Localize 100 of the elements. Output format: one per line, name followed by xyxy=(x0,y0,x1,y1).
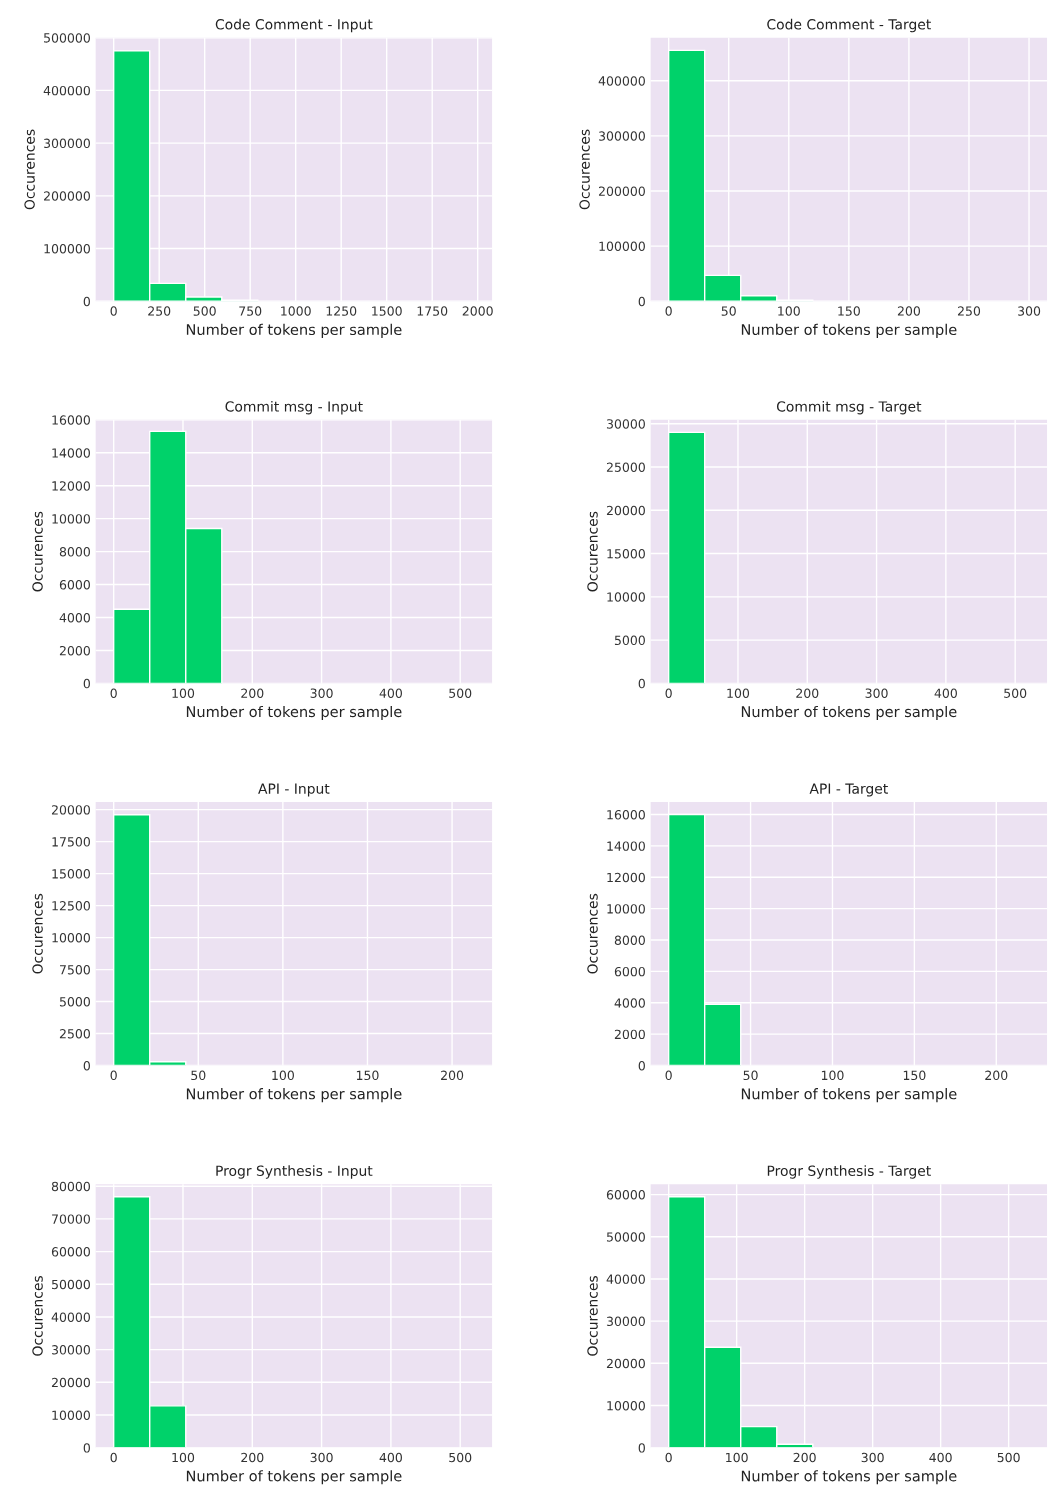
y-tick-label: 14000 xyxy=(607,841,645,851)
y-tick-label: 5000 xyxy=(59,997,90,1007)
y-tick-label: 60000 xyxy=(606,1190,645,1200)
x-tick-label: 300 xyxy=(1018,306,1041,316)
y-tick-label: 15000 xyxy=(607,549,645,559)
y-tick-label: 17500 xyxy=(52,837,90,847)
y-tick-label: 200000 xyxy=(598,186,645,196)
x-tick-label: 250 xyxy=(148,306,171,316)
y-tick-label: 20000 xyxy=(51,1377,90,1388)
y-tick-label: 5000 xyxy=(614,635,645,646)
x-tick-label: 1250 xyxy=(326,306,357,316)
y-tick-label: 10000 xyxy=(52,1410,90,1420)
x-tick-label: 50 xyxy=(191,1070,206,1081)
x-tick-label: 300 xyxy=(310,1452,333,1463)
y-tick-label: 40000 xyxy=(51,1312,90,1322)
y-tick-label: 0 xyxy=(638,296,645,307)
x-axis-title: Number of tokens per sample xyxy=(741,1088,957,1103)
y-tick-label: 100000 xyxy=(599,241,645,252)
x-tick-label: 400 xyxy=(934,688,957,698)
y-tick-label: 10000 xyxy=(607,1400,645,1411)
y-tick-label: 400000 xyxy=(43,85,90,96)
x-tick-label: 400 xyxy=(379,1452,402,1463)
x-tick-label: 100 xyxy=(821,1070,844,1081)
x-tick-label: 100 xyxy=(727,688,750,698)
y-tick-label: 16000 xyxy=(607,810,645,820)
y-tick-label: 0 xyxy=(638,1061,645,1071)
y-tick-label: 2500 xyxy=(59,1029,90,1039)
y-tick-label: 70000 xyxy=(52,1214,90,1224)
x-axis-title: Number of tokens per sample xyxy=(741,705,957,721)
y-tick-label: 200000 xyxy=(44,191,90,201)
x-tick-label: 300 xyxy=(310,688,333,698)
x-tick-label: 200 xyxy=(793,1452,816,1463)
x-tick-label: 200 xyxy=(796,688,819,698)
chart-title: Commit msg - Target xyxy=(776,400,922,415)
y-tick-label: 4000 xyxy=(614,998,645,1008)
y-axis-title: Occurences xyxy=(579,129,590,210)
x-tick-label: 0 xyxy=(110,306,117,316)
x-tick-label: 250 xyxy=(957,306,981,316)
x-axis-title: Number of tokens per sample xyxy=(186,1088,402,1103)
y-axis-title: Occurences xyxy=(587,1276,598,1356)
x-tick-label: 300 xyxy=(861,1452,884,1463)
y-tick-label: 8000 xyxy=(59,547,90,557)
y-tick-label: 300000 xyxy=(599,131,645,141)
chart-title: Progr Synthesis - Target xyxy=(767,1165,931,1179)
y-tick-label: 12500 xyxy=(52,901,90,911)
y-tick-label: 6000 xyxy=(614,966,645,977)
y-tick-label: 6000 xyxy=(59,580,90,590)
y-tick-label: 12000 xyxy=(607,872,645,883)
y-tick-label: 20000 xyxy=(606,505,645,516)
y-tick-label: 8000 xyxy=(614,935,645,945)
y-axis-title: Occurences xyxy=(32,893,43,974)
y-tick-label: 2000 xyxy=(614,1029,645,1040)
y-tick-label: 0 xyxy=(638,1443,645,1453)
x-axis-title: Number of tokens per sample xyxy=(741,323,957,338)
y-tick-label: 400000 xyxy=(598,76,645,86)
x-tick-label: 0 xyxy=(665,1070,672,1081)
chart-title: Commit msg - Input xyxy=(225,400,363,415)
x-axis-title: Number of tokens per sample xyxy=(741,1470,957,1485)
y-tick-label: 80000 xyxy=(51,1181,90,1192)
chart-title: API - Input xyxy=(258,783,330,797)
y-tick-label: 15000 xyxy=(52,869,90,879)
y-tick-label: 30000 xyxy=(606,1316,645,1327)
y-axis-title: Occurences xyxy=(32,1276,43,1356)
y-tick-label: 30000 xyxy=(52,1345,90,1355)
x-tick-label: 50 xyxy=(743,1070,758,1081)
x-tick-label: 500 xyxy=(1004,688,1027,698)
x-tick-label: 150 xyxy=(903,1070,926,1081)
y-tick-label: 100000 xyxy=(44,244,90,254)
x-tick-label: 200 xyxy=(241,1452,264,1463)
x-tick-label: 1000 xyxy=(281,306,311,316)
x-tick-label: 300 xyxy=(865,688,888,698)
x-axis-title: Number of tokens per sample xyxy=(186,1470,402,1485)
x-tick-label: 100 xyxy=(172,688,195,698)
y-tick-label: 10000 xyxy=(52,933,90,943)
y-tick-label: 12000 xyxy=(52,481,90,491)
x-tick-label: 150 xyxy=(356,1070,379,1081)
x-tick-label: 200 xyxy=(985,1070,1008,1081)
x-tick-label: 100 xyxy=(272,1070,294,1081)
y-axis-title: Occurences xyxy=(587,893,598,974)
x-tick-label: 50 xyxy=(721,306,736,316)
x-tick-label: 500 xyxy=(449,688,472,698)
y-tick-label: 14000 xyxy=(52,448,90,458)
x-tick-label: 750 xyxy=(239,306,262,316)
x-tick-label: 500 xyxy=(997,1452,1020,1463)
x-tick-label: 500 xyxy=(193,306,216,316)
chart-title: Code Comment - Target xyxy=(767,18,931,33)
y-axis-title: Occurences xyxy=(24,129,35,210)
x-tick-label: 0 xyxy=(665,306,672,316)
x-tick-label: 150 xyxy=(838,306,860,316)
y-tick-label: 300000 xyxy=(44,138,90,149)
y-tick-label: 0 xyxy=(83,678,90,689)
y-tick-label: 2000 xyxy=(59,645,90,656)
x-tick-label: 500 xyxy=(449,1452,472,1463)
y-tick-label: 10000 xyxy=(607,592,645,602)
y-axis-title: Occurences xyxy=(587,511,598,592)
chart-title: Code Comment - Input xyxy=(215,18,373,33)
y-axis-title: Occurences xyxy=(32,511,43,592)
chart-title: Progr Synthesis - Input xyxy=(216,1165,373,1179)
x-axis-title: Number of tokens per sample xyxy=(186,323,402,338)
y-tick-label: 20000 xyxy=(606,1358,645,1369)
